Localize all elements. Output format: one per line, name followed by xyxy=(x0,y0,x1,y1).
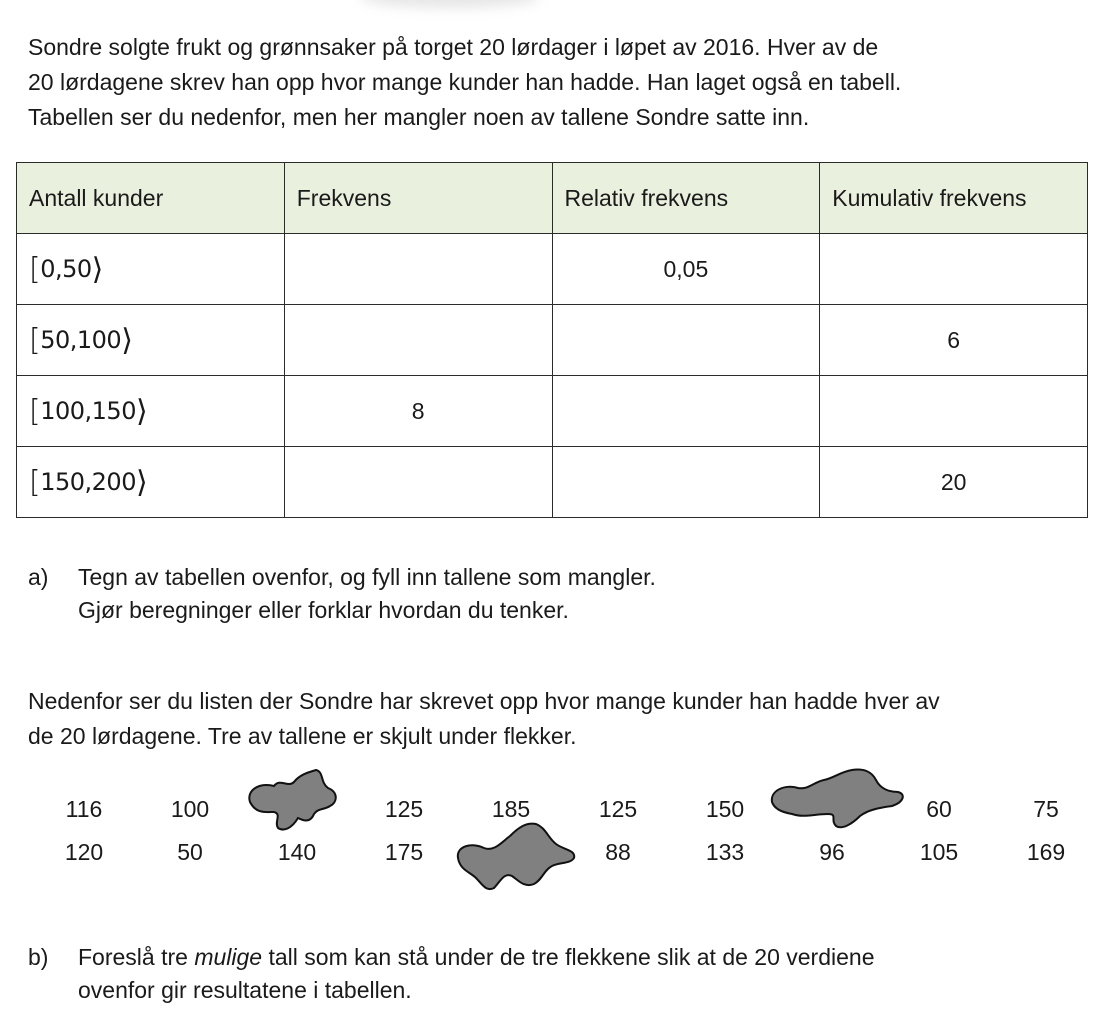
list-number: 96 xyxy=(819,839,845,865)
table-row: [150,200⟩ 20 xyxy=(16,446,1088,518)
frekvens-cell xyxy=(283,446,553,518)
interval-cell: [150,200⟩ xyxy=(16,446,285,518)
task-b-text-before: Foreslå tre xyxy=(78,944,195,970)
kumulativ-cell: 20 xyxy=(819,446,1088,518)
interval-value: 100,150 xyxy=(40,396,136,425)
ink-blot-2 xyxy=(770,768,904,829)
relativ-cell: 0,05 xyxy=(551,233,821,305)
task-a-label: a) xyxy=(28,564,49,590)
header-kumulativ-frekvens: Kumulativ frekvens xyxy=(819,162,1088,234)
list-number: 116 xyxy=(65,796,103,822)
list-number: 175 xyxy=(384,839,424,865)
list-number: 185 xyxy=(491,796,531,822)
list-number: 105 xyxy=(919,839,959,865)
ink-blot-3 xyxy=(456,822,576,890)
header-antall-kunder: Antall kunder xyxy=(16,162,285,234)
kumulativ-cell: 6 xyxy=(819,304,1088,376)
header-frekvens: Frekvens xyxy=(283,162,553,234)
list-number: 60 xyxy=(926,796,952,822)
interval-cell: [100,150⟩ xyxy=(16,375,285,447)
table-row: [0,50⟩ 0,05 xyxy=(16,233,1088,305)
frequency-table: Antall kunder Frekvens Relativ frekvens … xyxy=(16,162,1088,518)
list-number: 133 xyxy=(705,839,745,865)
interval-value: 50,100 xyxy=(40,325,122,354)
list-number: 169 xyxy=(1026,839,1066,865)
task-b-label: b) xyxy=(28,944,49,970)
interval-cell: [0,50⟩ xyxy=(16,233,285,305)
list-number: 140 xyxy=(277,839,317,865)
table-row: [50,100⟩ 6 xyxy=(16,304,1088,376)
table-row: [100,150⟩ 8 xyxy=(16,375,1088,447)
task-b: b) Foreslå tre mulige tall som kan stå u… xyxy=(28,941,875,1007)
task-b-line: Foreslå tre mulige tall som kan stå unde… xyxy=(78,941,875,974)
ink-blot-1 xyxy=(248,768,337,831)
table-header-row: Antall kunder Frekvens Relativ frekvens … xyxy=(16,162,1088,234)
intro-line: Sondre solgte frukt og grønnsaker på tor… xyxy=(28,34,879,60)
frekvens-cell xyxy=(283,304,553,376)
list-number: 125 xyxy=(384,796,424,822)
list-intro-line: de 20 lørdagene. Tre av tallene er skjul… xyxy=(28,723,577,749)
kumulativ-cell xyxy=(819,233,1088,305)
task-b-text-after: tall som kan stå under de tre flekkene s… xyxy=(262,944,875,970)
intro-text: Sondre solgte frukt og grønnsaker på tor… xyxy=(28,30,1088,135)
interval-cell: [50,100⟩ xyxy=(16,304,285,376)
list-number: 150 xyxy=(705,796,745,822)
task-a-line: Gjør beregninger eller forklar hvordan d… xyxy=(78,597,569,623)
frekvens-cell xyxy=(283,233,553,305)
kumulativ-cell xyxy=(819,375,1088,447)
list-number: 100 xyxy=(170,796,210,822)
list-number: 88 xyxy=(605,839,631,865)
intro-line: Tabellen ser du nedenfor, men her mangle… xyxy=(28,104,810,130)
interval-value: 0,50 xyxy=(40,254,92,283)
task-b-line: ovenfor gir resultatene i tabellen. xyxy=(78,977,412,1003)
list-number: 120 xyxy=(64,839,104,865)
task-b-emphasis: mulige xyxy=(194,944,263,970)
list-number: 50 xyxy=(177,839,203,865)
intro-line: 20 lørdagene skrev han opp hvor mange ku… xyxy=(28,69,902,95)
header-relativ-frekvens: Relativ frekvens xyxy=(551,162,821,234)
list-number: 125 xyxy=(598,796,638,822)
interval-value: 150,200 xyxy=(40,467,136,496)
task-a: a) Tegn av tabellen ovenfor, og fyll inn… xyxy=(28,561,656,627)
list-intro-text: Nedenfor ser du listen der Sondre har sk… xyxy=(28,684,1098,754)
relativ-cell xyxy=(551,304,821,376)
relativ-cell xyxy=(551,375,821,447)
frekvens-cell: 8 xyxy=(283,375,553,447)
list-intro-line: Nedenfor ser du listen der Sondre har sk… xyxy=(28,688,940,714)
top-shadow xyxy=(360,0,540,8)
list-number: 75 xyxy=(1033,796,1059,822)
task-a-line: Tegn av tabellen ovenfor, og fyll inn ta… xyxy=(78,564,656,590)
relativ-cell xyxy=(551,446,821,518)
